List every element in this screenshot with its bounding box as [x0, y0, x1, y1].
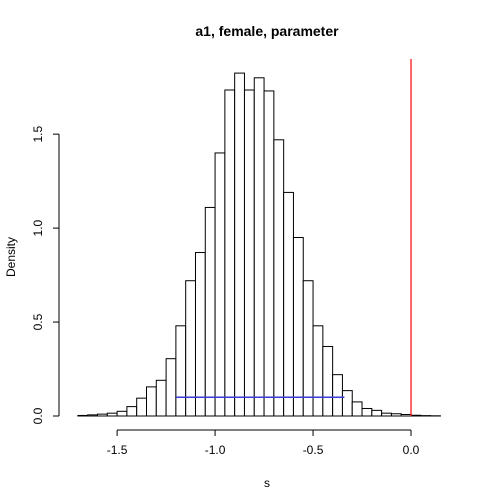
histogram-bar	[146, 386, 157, 417]
y-axis-label: Density	[4, 237, 18, 277]
histogram-bar	[106, 412, 118, 417]
histogram-bar	[341, 390, 353, 417]
histogram-bar	[371, 409, 383, 417]
histogram-bar	[234, 72, 245, 417]
y-axis: 0.0 0.5 1.0 1.5	[31, 125, 60, 424]
y-tick-label: 0.5	[31, 313, 45, 330]
histogram-bar	[185, 280, 196, 417]
histogram-bar	[302, 280, 314, 417]
histogram-bar	[87, 414, 99, 417]
histogram-bars	[77, 72, 441, 417]
histogram-bar	[126, 406, 138, 417]
x-tick-label: -0.5	[303, 443, 324, 457]
x-tick-label: -1.5	[107, 443, 128, 457]
histogram-bar	[292, 237, 304, 417]
histogram-bar	[116, 410, 128, 417]
histogram-bar	[253, 77, 265, 417]
y-tick-label: 0.0	[31, 407, 45, 424]
histogram-bar	[283, 191, 294, 417]
y-tick-label: 1.0	[31, 219, 45, 236]
histogram-bar	[175, 325, 187, 417]
histogram-bar	[77, 414, 89, 417]
y-tick-label: 1.5	[31, 125, 45, 142]
histogram-bar	[322, 345, 334, 417]
histogram-bar	[204, 206, 216, 417]
x-axis: -1.5 -1.0 -0.5 0.0	[107, 429, 420, 457]
x-tick-label: 0.0	[403, 443, 420, 457]
histogram-bar	[224, 89, 236, 417]
histogram-bar	[390, 413, 402, 417]
histogram-bar	[400, 414, 412, 417]
histogram-bar	[361, 407, 373, 417]
histogram-bar	[410, 414, 422, 417]
histogram-bar	[263, 90, 275, 417]
histogram-bar	[381, 412, 392, 417]
chart-title: a1, female, parameter	[195, 23, 339, 39]
histogram-bar	[136, 397, 147, 417]
histogram-bar	[312, 325, 324, 417]
histogram-bar	[97, 413, 108, 417]
x-tick-label: -1.0	[205, 443, 226, 457]
histogram-bar	[243, 89, 255, 417]
histogram-bar	[351, 401, 363, 417]
histogram-bar	[194, 252, 206, 417]
histogram-bar	[165, 358, 177, 417]
histogram-bar	[332, 374, 343, 417]
histogram-bar	[155, 379, 167, 417]
histogram-bar	[273, 139, 285, 417]
histogram-bar	[214, 152, 226, 417]
x-axis-label: s	[264, 476, 270, 490]
